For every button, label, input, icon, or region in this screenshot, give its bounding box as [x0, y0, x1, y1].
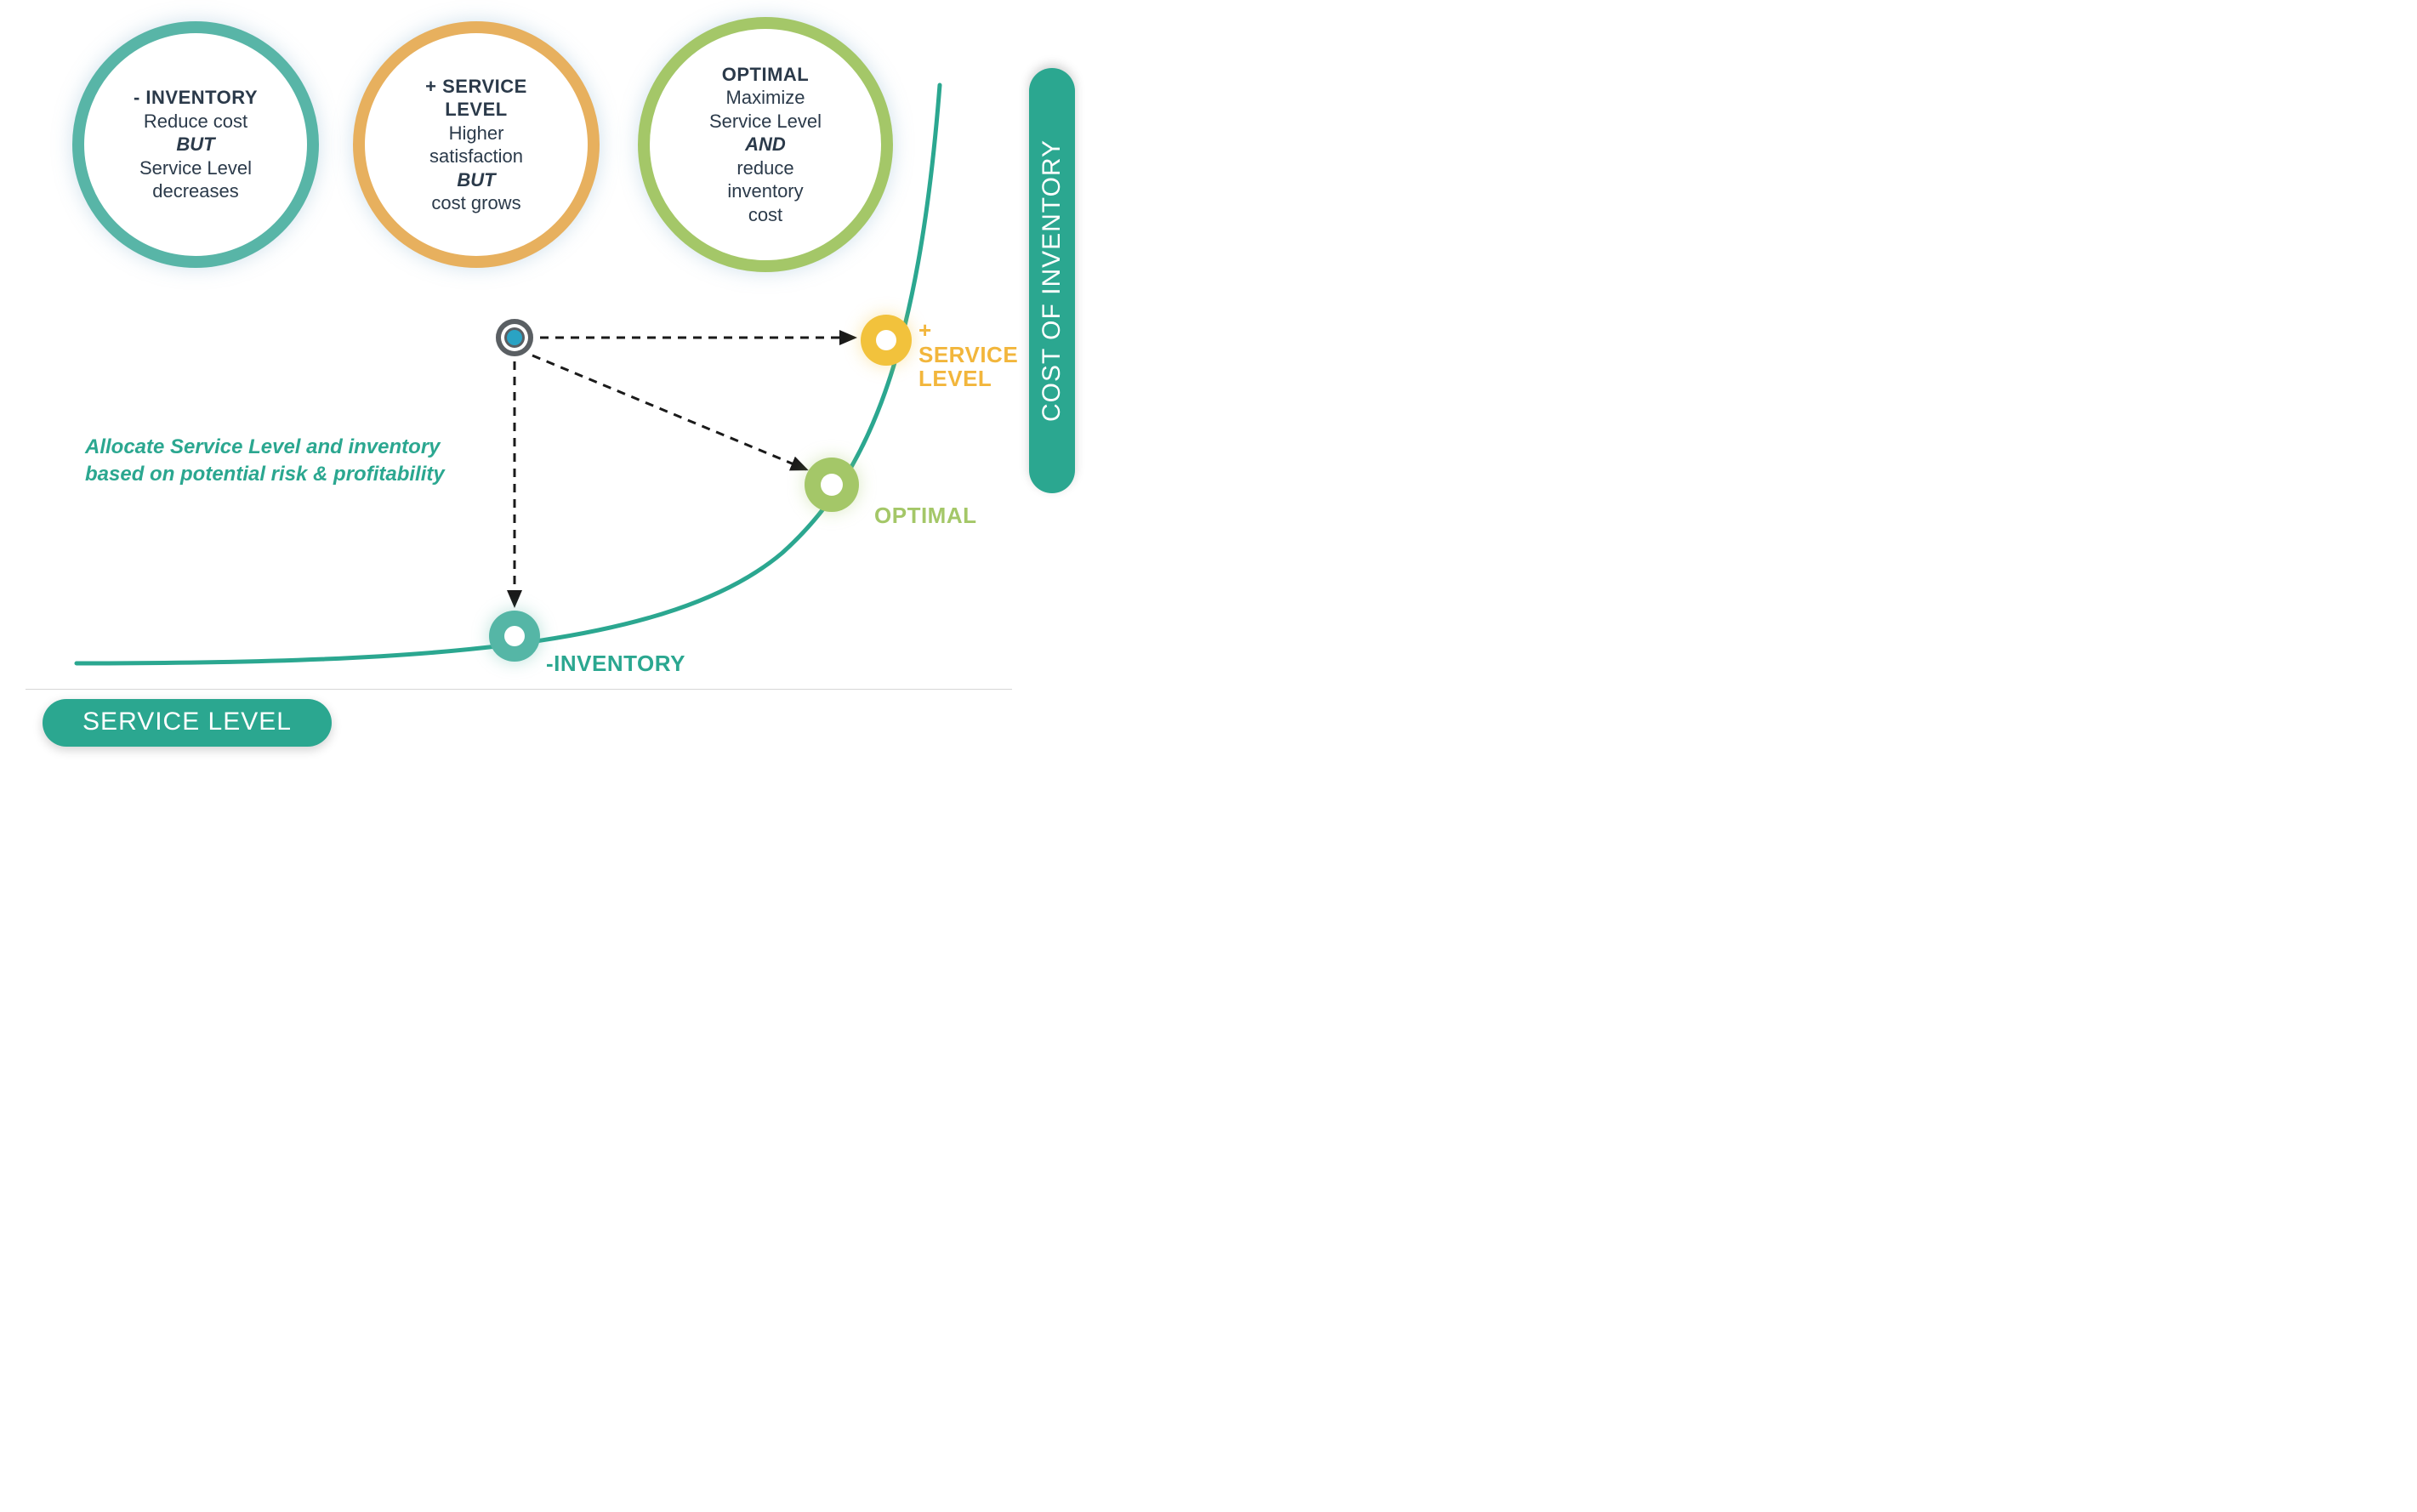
- optimal-point: [805, 458, 859, 512]
- origin-marker: [496, 319, 533, 356]
- service-point-label: + SERVICELEVEL: [918, 318, 1018, 391]
- inventory-point: [489, 611, 540, 662]
- inventory-point-label: -INVENTORY: [546, 651, 685, 676]
- note-line-2: based on potential risk & profitability: [85, 463, 445, 486]
- allocation-note: Allocate Service Level and inventory bas…: [85, 434, 445, 489]
- y-axis-label: COST OF INVENTORY: [1029, 68, 1075, 493]
- optimal-point-label: OPTIMAL: [874, 503, 977, 528]
- diagram-canvas: Allocate Service Level and inventory bas…: [26, 0, 1012, 706]
- x-axis-label: SERVICE LEVEL: [43, 699, 332, 747]
- inventory-circle: - INVENTORYReduce costBUTService Levelde…: [72, 21, 319, 268]
- service-circle: + SERVICELEVELHighersatisfactionBUTcost …: [353, 21, 600, 268]
- arrow-to-optimal: [532, 355, 806, 469]
- optimal-circle: OPTIMALMaximizeService LevelANDreduceinv…: [638, 17, 893, 272]
- service-point: [861, 315, 912, 366]
- note-line-1: Allocate Service Level and inventory: [85, 435, 441, 458]
